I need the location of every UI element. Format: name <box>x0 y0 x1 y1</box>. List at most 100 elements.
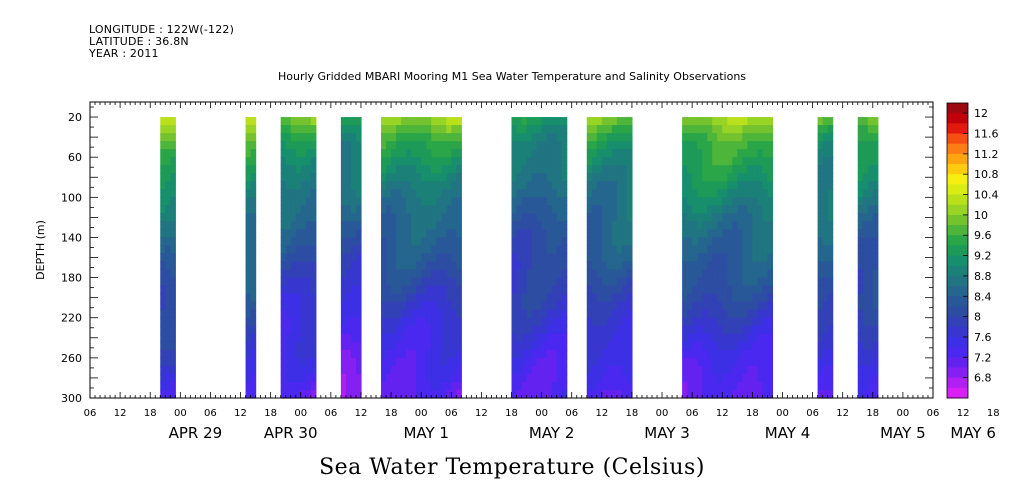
x-tick-label: 06 <box>204 408 217 419</box>
data-segment <box>160 117 176 399</box>
colorbar-label: 10.8 <box>974 168 999 181</box>
x-tick-label: 06 <box>445 408 458 419</box>
colorbar-cell <box>947 225 968 236</box>
x-tick-label: 18 <box>385 408 398 419</box>
data-segment <box>245 117 257 399</box>
x-tick-label: 06 <box>686 408 699 419</box>
day-label: APR 29 <box>169 424 223 442</box>
colorbar-cell <box>947 123 968 135</box>
colorbar-cell <box>947 336 968 348</box>
colorbar-cell <box>947 296 968 307</box>
colorbar-cell <box>947 255 968 267</box>
colorbar-label: 8.4 <box>974 290 992 303</box>
chart-title: Hourly Gridded MBARI Mooring M1 Sea Wate… <box>278 70 746 83</box>
colorbar: 12 11.6 11.2 10.8 10.4 10 9.6 9.2 8.8 8.4 8 7.6 7.2 6… <box>946 102 999 399</box>
data-segment <box>340 117 362 399</box>
day-label: MAY 3 <box>644 424 690 442</box>
colorbar-label: 7.2 <box>974 351 992 364</box>
x-tick-label: 06 <box>927 408 940 419</box>
colorbar-label: 10 <box>974 209 988 222</box>
colorbar-label: 11.2 <box>974 148 999 161</box>
x-tick-label: 00 <box>656 408 669 419</box>
header-latitude: LATITUDE : 36.8N <box>89 35 189 48</box>
x-tick-label: 06 <box>84 408 97 419</box>
x-tick-label: 00 <box>535 408 548 419</box>
colorbar-cell <box>947 286 968 297</box>
colorbar-cell <box>947 377 968 389</box>
x-tick-label: 06 <box>565 408 578 419</box>
data-segment <box>682 117 774 399</box>
x-tick-label: 12 <box>475 408 488 419</box>
y-tick-label: 300 <box>61 392 82 405</box>
colorbar-label: 9.6 <box>974 229 992 242</box>
day-label: APR 30 <box>264 424 318 442</box>
x-tick-label: 18 <box>144 408 157 419</box>
x-tick-label: 12 <box>957 408 970 419</box>
colorbar-cell <box>947 367 968 379</box>
x-tick-label: 18 <box>505 408 518 419</box>
colorbar-cell <box>947 153 968 165</box>
y-tick-label: 60 <box>68 151 82 164</box>
day-label: MAY 5 <box>880 424 926 442</box>
colorbar-cell <box>947 306 968 318</box>
y-tick-label: 140 <box>61 231 82 244</box>
colorbar-cell <box>947 245 968 257</box>
colorbar-cell <box>947 235 968 246</box>
data-segment <box>280 117 317 399</box>
x-tick-label: 00 <box>776 408 789 419</box>
day-label: MAY 1 <box>403 424 449 442</box>
x-tick-label: 06 <box>324 408 337 419</box>
colorbar-cell <box>947 103 968 114</box>
x-axis-title: Sea Water Temperature (Celsius) <box>319 455 705 480</box>
data-segment <box>817 117 834 399</box>
colorbar-label: 12 <box>974 107 988 120</box>
x-tick-label: 00 <box>294 408 307 419</box>
colorbar-cell <box>947 164 968 175</box>
colorbar-label: 8.8 <box>974 270 992 283</box>
header-longitude: LONGITUDE : 122W(-122) <box>89 23 235 36</box>
x-tick-label: 00 <box>897 408 910 419</box>
x-tick-label: 18 <box>264 408 277 419</box>
day-label: MAY 6 <box>950 424 996 442</box>
colorbar-cell <box>947 316 968 328</box>
colorbar-cell <box>947 204 968 216</box>
y-tick-label: 100 <box>61 191 82 204</box>
data-segment <box>381 117 462 399</box>
x-tick-label: 00 <box>174 408 187 419</box>
colorbar-label: 11.6 <box>974 128 999 141</box>
data-segment <box>511 117 568 399</box>
colorbar-label: 6.8 <box>974 372 992 385</box>
colorbar-cell <box>947 357 968 368</box>
colorbar-cell <box>947 143 968 155</box>
x-tick-label: 12 <box>595 408 608 419</box>
colorbar-cell <box>947 113 968 124</box>
colorbar-cell <box>947 265 968 277</box>
y-tick-label: 180 <box>61 272 82 285</box>
x-tick-label: 18 <box>626 408 639 419</box>
data-segment <box>857 117 879 399</box>
colorbar-cell <box>947 194 968 206</box>
y-tick-label: 260 <box>61 352 82 365</box>
colorbar-label: 9.2 <box>974 250 992 263</box>
colorbar-frame <box>946 102 969 399</box>
x-tick-label: 18 <box>866 408 879 419</box>
colorbar-cell <box>947 347 968 358</box>
axes: 06 12 18 00 06 12 18 00 06 12 18 00 06 12 18 00 06 12 18 00… <box>61 102 1000 442</box>
x-tick-label: 12 <box>836 408 849 419</box>
header-year: YEAR : 2011 <box>89 47 159 60</box>
x-tick-label: 12 <box>114 408 127 419</box>
y-tick-label: 20 <box>68 111 82 124</box>
colorbar-label: 8 <box>974 311 981 324</box>
colorbar-label: 10.4 <box>974 189 999 202</box>
x-tick-label: 18 <box>987 408 1000 419</box>
x-tick-label: 00 <box>415 408 428 419</box>
colorbar-cell <box>947 275 968 287</box>
colorbar-cell <box>947 387 968 399</box>
x-tick-label: 12 <box>716 408 729 419</box>
x-tick-label: 12 <box>355 408 368 419</box>
x-tick-label: 06 <box>806 408 819 419</box>
colorbar-cell <box>947 174 968 185</box>
y-axis-label: DEPTH (m) <box>34 220 47 280</box>
data-segment <box>586 117 633 399</box>
